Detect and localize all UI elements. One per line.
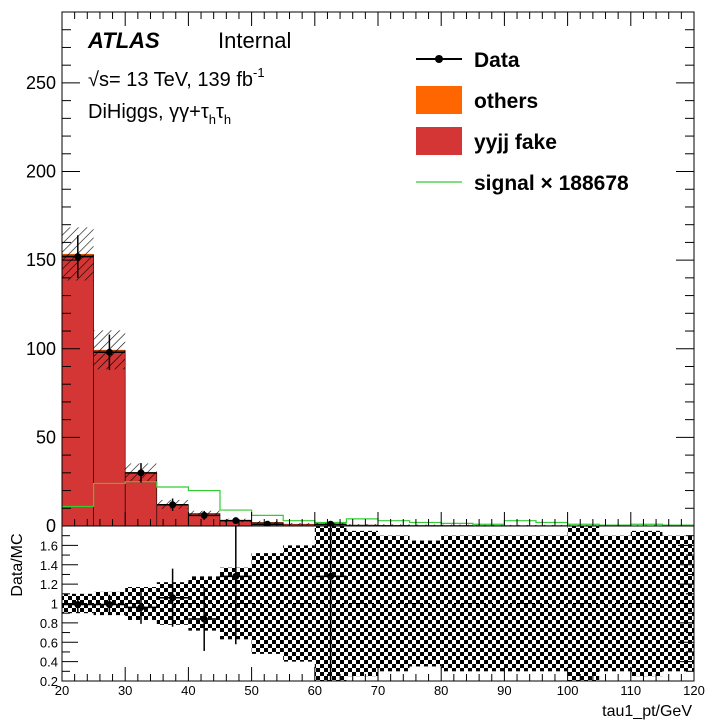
mc-uncertainty-band (378, 524, 410, 526)
ratio-y-tick-label: 0.8 (40, 616, 58, 631)
y-tick-label: 250 (26, 73, 56, 93)
data-point (74, 253, 82, 261)
x-tick-label: 50 (244, 683, 258, 698)
ratio-point (137, 603, 145, 611)
mc-uncertainty-band (504, 524, 536, 526)
x-tick-label: 100 (557, 683, 579, 698)
legend-data-label: Data (474, 49, 520, 72)
legend-entry-others: others (416, 86, 538, 114)
y-tick-label: 150 (26, 250, 56, 270)
bar-yyjj-fake (62, 254, 94, 526)
x-axis-label: tau1_pt/GeV (602, 703, 692, 720)
y-tick-label: 0 (46, 516, 56, 536)
atlas-title: ATLAS (87, 28, 160, 53)
atlas-label: ATLAS Internal √s= 13 TeV, 139 fb-1 DiHi… (87, 28, 291, 127)
main-panel: 0 50 100 150 200 250 (26, 11, 695, 536)
legend: Data others yyjj fake signal × 188678 (416, 49, 629, 195)
legend-yyjj-swatch (416, 127, 462, 155)
ratio-point (200, 615, 208, 623)
data-point (263, 520, 271, 526)
data-point (169, 501, 177, 509)
ratio-y-tick-label: 0.4 (40, 655, 58, 670)
ratio-point (74, 600, 82, 608)
x-tick-label: 110 (620, 683, 641, 698)
x-tick-label: 70 (371, 683, 385, 698)
y-tick-label: 200 (26, 162, 56, 182)
energy-lumi: √s= 13 TeV, 139 fb-1 (88, 65, 265, 91)
legend-entry-yyjj: yyjj fake (416, 127, 557, 155)
x-tick-label: 60 (308, 683, 322, 698)
legend-yyjj-label: yyjj fake (474, 131, 557, 154)
data-point (327, 520, 335, 526)
ratio-panel: 0.2 0.4 0.6 0.8 1 1.2 1.4 1.6 20 30 40 50 60 70 80 90 10… (9, 525, 705, 720)
data-point (200, 511, 208, 519)
legend-entry-signal: signal × 188678 (416, 172, 629, 195)
data-point (232, 517, 240, 525)
mc-uncertainty-band (409, 524, 442, 526)
atlas-status: Internal (218, 28, 291, 53)
x-tick-label: 20 (55, 683, 69, 698)
ratio-point (232, 572, 240, 580)
y-tick-label: 100 (26, 339, 56, 359)
ratio-point (169, 594, 177, 602)
x-tick-label: 90 (497, 683, 511, 698)
mc-uncertainty-band (441, 524, 473, 526)
ratio-y-tick-label: 1.4 (40, 558, 58, 573)
mc-uncertainty-band (536, 524, 568, 526)
mc-uncertainty-band (472, 524, 505, 526)
ratio-y-tick-label: 1.2 (40, 577, 58, 592)
ratio-y-tick-label: 0.2 (40, 674, 58, 689)
channel-label: DiHiggs, γγ+τhτh (88, 101, 231, 127)
ratio-point (327, 572, 335, 580)
legend-others-label: others (474, 90, 538, 113)
mc-uncertainty-band (283, 522, 315, 526)
legend-signal-label: signal × 188678 (474, 172, 629, 195)
x-tick-label: 40 (181, 683, 195, 698)
ratio-point (105, 600, 113, 608)
legend-data-marker (435, 55, 443, 63)
legend-others-swatch (416, 86, 462, 114)
ratio-y-tick-label: 1 (51, 597, 58, 612)
bar-yyjj-fake (93, 350, 126, 526)
data-point (137, 469, 145, 477)
x-tick-label: 120 (683, 683, 705, 698)
ratio-y-tick-label: 1.6 (40, 538, 58, 553)
x-tick-label: 30 (118, 683, 132, 698)
main-plot-area (62, 12, 694, 526)
ratio-y-tick-label: 0.6 (40, 635, 58, 650)
data-point (105, 348, 113, 356)
legend-entry-data: Data (416, 49, 520, 72)
y-tick-label: 50 (36, 427, 56, 447)
ratio-y-axis-label: Data/MC (9, 533, 26, 596)
mc-uncertainty-band (346, 524, 378, 526)
x-tick-label: 80 (434, 683, 448, 698)
